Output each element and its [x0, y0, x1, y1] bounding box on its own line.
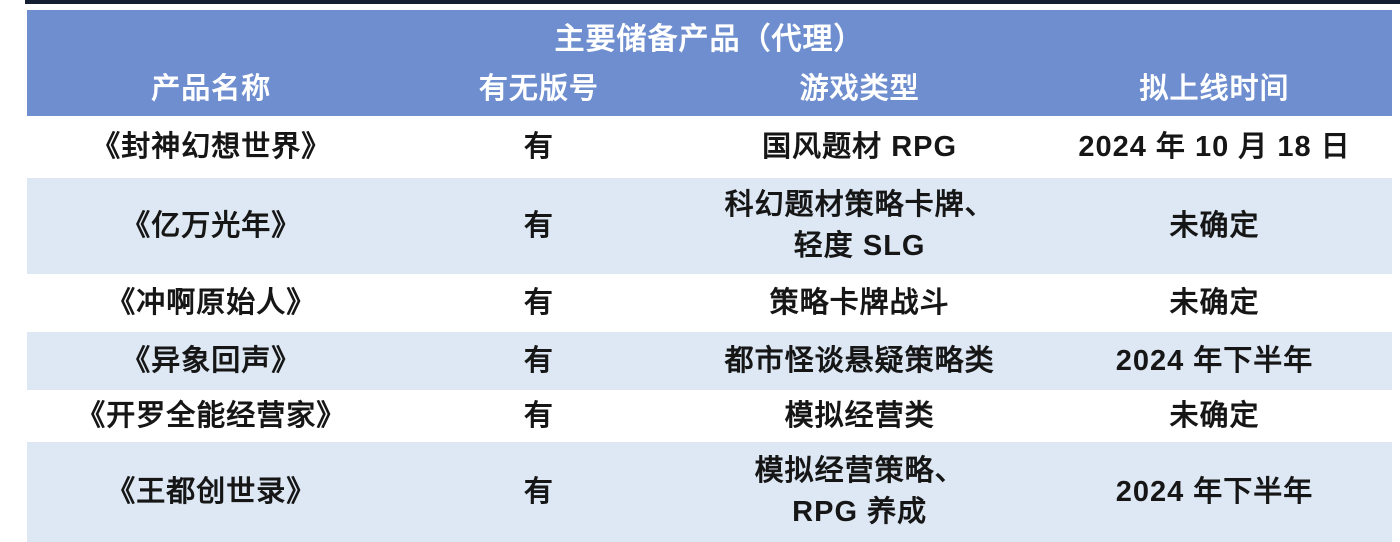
header-game-type: 游戏类型 [799, 72, 920, 105]
table-title: 主要储备产品（代理） [554, 23, 865, 56]
cell-launch-date: 2024 年下半年 [1115, 344, 1314, 377]
cell-product-name: 《冲啊原始人》 [106, 286, 317, 319]
cell-launch-date: 未确定 [1169, 399, 1260, 432]
header-product-name: 产品名称 [151, 72, 272, 105]
reserve-products-table: 主要储备产品（代理） 产品名称 有无版号 游戏类型 拟上线时间 《封神幻想世界》… [27, 10, 1392, 542]
cell-game-type: 科幻题材策略卡牌、 轻度 SLG [724, 189, 995, 262]
cell-launch-date: 未确定 [1169, 286, 1260, 319]
cell-game-type: 模拟经营类 [784, 399, 935, 432]
cell-product-name: 《异象回声》 [121, 344, 302, 377]
table-title-row: 主要储备产品（代理） [27, 10, 1392, 62]
cell-license-status: 有 [523, 130, 554, 163]
cell-game-type: 策略卡牌战斗 [769, 286, 950, 319]
cell-product-name: 《封神幻想世界》 [91, 130, 332, 163]
table-row: 《封神幻想世界》 有 国风题材 RPG 2024 年 10 月 18 日 [27, 116, 1392, 178]
table-row: 《亿万光年》 有 科幻题材策略卡牌、 轻度 SLG 未确定 [27, 178, 1392, 274]
cell-license-status: 有 [523, 344, 554, 377]
cell-license-status: 有 [523, 475, 554, 508]
table-row: 《异象回声》 有 都市怪谈悬疑策略类 2024 年下半年 [27, 332, 1392, 390]
cell-launch-date: 2024 年 10 月 18 日 [1078, 130, 1351, 163]
table-row: 《王都创世录》 有 模拟经营策略、 RPG 养成 2024 年下半年 [27, 442, 1392, 542]
cell-game-type: 国风题材 RPG [762, 130, 958, 163]
cell-license-status: 有 [523, 399, 554, 432]
table-row: 《开罗全能经营家》 有 模拟经营类 未确定 [27, 390, 1392, 442]
cell-license-status: 有 [523, 209, 554, 242]
table-header-row: 产品名称 有无版号 游戏类型 拟上线时间 [27, 62, 1392, 116]
cell-game-type: 都市怪谈悬疑策略类 [724, 344, 995, 377]
cell-product-name: 《王都创世录》 [106, 475, 317, 508]
header-license-status: 有无版号 [478, 72, 599, 105]
table-row: 《冲啊原始人》 有 策略卡牌战斗 未确定 [27, 274, 1392, 332]
cell-product-name: 《亿万光年》 [121, 209, 302, 242]
header-launch-date: 拟上线时间 [1139, 72, 1290, 105]
cell-license-status: 有 [523, 286, 554, 319]
cell-product-name: 《开罗全能经营家》 [76, 399, 347, 432]
cell-launch-date: 未确定 [1169, 209, 1260, 242]
cell-game-type: 模拟经营策略、 RPG 养成 [754, 455, 965, 528]
cell-launch-date: 2024 年下半年 [1115, 475, 1314, 508]
top-border-line [25, 0, 1400, 4]
